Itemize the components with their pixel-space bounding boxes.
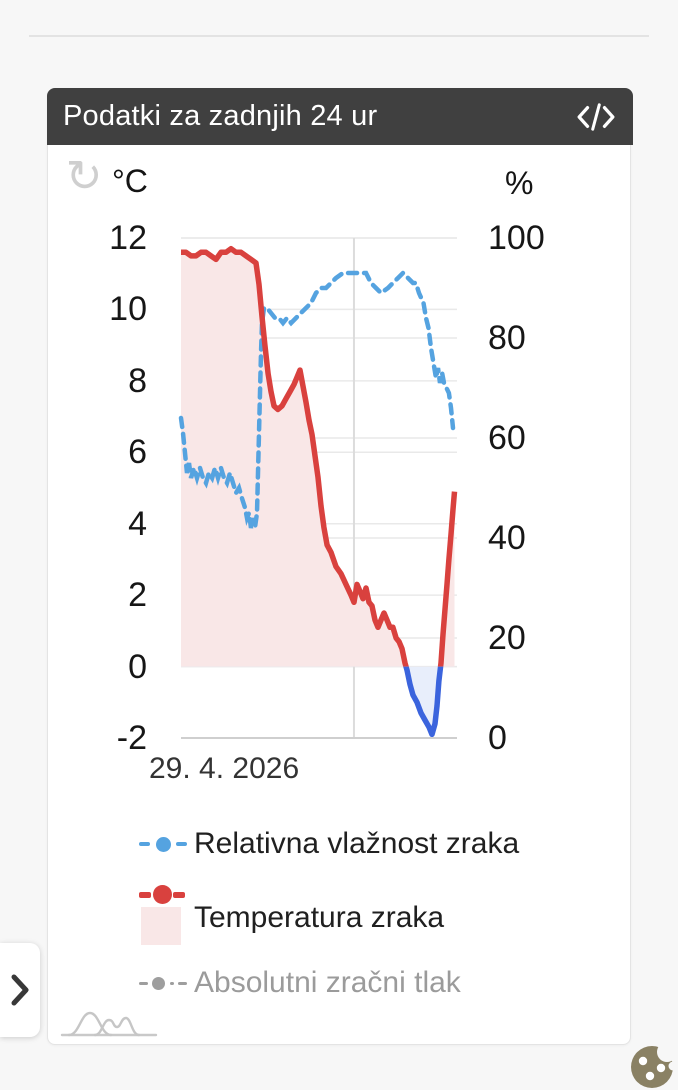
pressure-legend-marker-icon [139,976,187,990]
temperature-legend-marker-icon [139,885,187,945]
temperature-line-below-zero [403,666,444,738]
chevron-right-icon [11,974,29,1006]
card-title: Podatki za zadnjih 24 ur [63,100,378,132]
left-axis-tick-label: 6 [128,433,147,472]
code-icon [577,102,615,131]
legend-label: Temperatura zraka [194,901,445,934]
page-top-divider [29,35,649,37]
left-axis-tick-label: 10 [109,290,147,329]
right-axis-tick-label: 20 [488,619,526,657]
refresh-icon: ↻ [65,151,103,202]
right-axis-tick-label: 40 [488,519,526,557]
refresh-button[interactable]: ↻ [62,155,106,199]
right-axis-tick-label: 80 [488,319,526,357]
legend-item-pressure[interactable]: Absolutni zračni tlak [139,965,461,1001]
legend-item-humidity[interactable]: Relativna vlažnost zraka [139,825,519,863]
humidity-legend-marker-icon [139,836,187,852]
embed-code-button[interactable] [575,102,617,132]
x-axis-date-label: 29. 4. 2026 [149,752,300,785]
humidity-line [178,269,456,529]
temperature-area-fill [181,248,455,667]
left-axis-tick-label: 4 [128,504,147,543]
left-axis-unit: °C [112,163,148,199]
right-axis-tick-label: 100 [488,219,545,257]
chart-plot[interactable] [178,237,458,739]
right-axis-tick-label: 60 [488,419,526,457]
legend-label: Relativna vlažnost zraka [194,827,520,860]
temperature-line [181,245,458,667]
left-axis-tick-label: 8 [128,361,147,400]
right-axis-unit: % [505,165,534,201]
left-axis-tick-label: -2 [116,719,147,757]
left-axis-tick-label: 12 [109,219,147,257]
drawer-handle[interactable] [0,943,40,1037]
chart-card: Podatki za zadnjih 24 ur ↻ °C % 12 10 8 6 4 2… [47,88,633,1045]
left-axis-tick-label: 2 [128,576,147,615]
left-axis-tick-label: 0 [128,647,147,686]
card-header: Podatki za zadnjih 24 ur [47,88,633,145]
right-axis-tick-label: 0 [488,719,507,757]
legend-item-temperature[interactable]: Temperatura zraka [139,885,444,947]
legend-label: Absolutni zračni tlak [194,966,461,999]
wave-logo-icon [60,1011,158,1037]
temperature-area-fill-below-zero [406,666,441,735]
cookie-consent-icon[interactable] [627,1042,677,1090]
